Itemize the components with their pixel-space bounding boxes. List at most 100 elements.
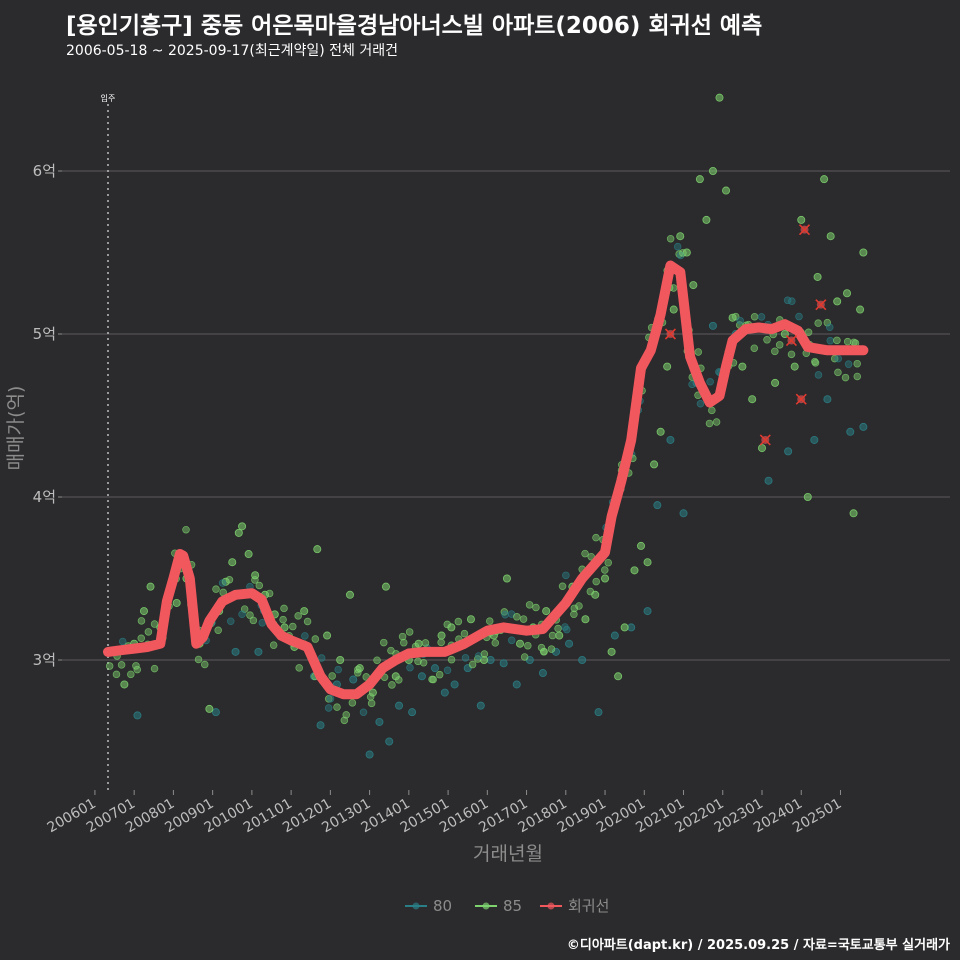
point-cloud <box>586 587 595 596</box>
point-85 <box>516 639 525 648</box>
point-cloud <box>575 602 583 610</box>
highlighted-markers <box>664 224 827 446</box>
point-cloud <box>775 341 784 349</box>
point-cloud <box>437 638 445 647</box>
regression-path <box>103 260 869 700</box>
point-cloud <box>225 575 234 584</box>
point-cloud <box>419 659 428 667</box>
point-cloud <box>137 634 146 642</box>
point-85 <box>803 492 812 501</box>
point-cloud <box>406 663 414 672</box>
point-85 <box>682 248 691 257</box>
point-cloud <box>853 372 862 381</box>
x-axis-ticks: 2006012007012008012009012010012011012012… <box>45 790 844 836</box>
point-cloud <box>673 242 682 251</box>
point-cloud <box>712 418 721 426</box>
highlight-marker <box>795 393 807 405</box>
point-85 <box>607 647 616 656</box>
point-85 <box>859 248 868 257</box>
point-cloud <box>144 628 153 636</box>
point-80 <box>594 708 603 717</box>
point-80 <box>679 509 688 518</box>
point-80 <box>385 737 394 746</box>
point-cloud <box>750 344 759 352</box>
point-cloud <box>834 368 842 377</box>
point-cloud <box>548 631 557 640</box>
point-85 <box>205 704 214 713</box>
point-cloud <box>249 616 258 625</box>
point-85 <box>313 545 322 554</box>
point-80 <box>440 688 449 697</box>
point-cloud <box>826 336 835 345</box>
point-cloud <box>592 577 600 586</box>
point-cloud <box>373 656 381 664</box>
point-cloud <box>246 611 254 619</box>
point-cloud <box>447 655 456 664</box>
point-cloud <box>696 400 705 408</box>
point-cloud <box>398 632 407 641</box>
point-85 <box>172 598 181 607</box>
point-cloud <box>200 660 209 669</box>
point-cloud <box>795 312 803 321</box>
move-in-annotation: 입주 <box>101 94 115 790</box>
point-85 <box>790 362 799 371</box>
point-80 <box>512 680 521 689</box>
point-80 <box>254 647 263 656</box>
point-85 <box>139 607 148 616</box>
point-cloud <box>841 373 850 382</box>
point-85 <box>620 623 629 632</box>
point-80 <box>578 656 587 665</box>
point-85 <box>630 566 639 575</box>
point-80 <box>653 501 662 510</box>
point-cloud <box>570 610 578 619</box>
point-cloud <box>226 617 235 625</box>
point-85 <box>748 395 757 404</box>
point-85 <box>637 541 646 550</box>
point-80 <box>565 639 574 648</box>
legend-label-80: 80 <box>433 897 452 915</box>
point-cloud <box>333 703 341 711</box>
point-80 <box>476 701 485 710</box>
point-cloud <box>814 371 823 379</box>
gridlines <box>62 170 950 661</box>
point-cloud <box>525 601 534 609</box>
regression-line <box>103 260 869 700</box>
point-cloud <box>811 359 820 367</box>
point-cloud <box>118 637 127 646</box>
point-85 <box>689 281 698 290</box>
point-cloud <box>532 603 540 612</box>
point-cloud <box>736 316 744 325</box>
highlight-x-b <box>798 224 811 236</box>
point-85 <box>614 672 623 681</box>
point-cloud <box>804 328 813 337</box>
point-85 <box>437 631 446 640</box>
point-cloud <box>400 638 408 647</box>
point-cloud <box>788 297 796 305</box>
point-85 <box>663 362 672 371</box>
point-cloud <box>570 604 579 613</box>
point-85 <box>345 590 354 599</box>
point-cloud <box>334 665 342 674</box>
point-85 <box>715 93 724 102</box>
point-85 <box>581 615 590 624</box>
point-cloud <box>454 617 463 626</box>
point-cloud <box>763 336 771 344</box>
point-cloud <box>328 672 336 680</box>
point-85 <box>856 305 865 314</box>
point-85 <box>228 558 237 567</box>
point-cloud <box>279 615 287 624</box>
point-cloud <box>150 620 159 628</box>
point-85 <box>323 631 332 640</box>
point-80 <box>316 721 325 730</box>
point-85 <box>502 574 511 583</box>
point-cloud <box>325 695 333 703</box>
point-cloud <box>480 650 489 658</box>
point-85 <box>656 427 665 436</box>
point-85 <box>368 688 377 697</box>
point-85 <box>234 528 243 537</box>
point-80 <box>643 607 652 616</box>
point-cloud <box>117 661 126 669</box>
point-80 <box>211 708 220 717</box>
point-cloud <box>592 533 600 542</box>
point-80 <box>538 669 547 678</box>
